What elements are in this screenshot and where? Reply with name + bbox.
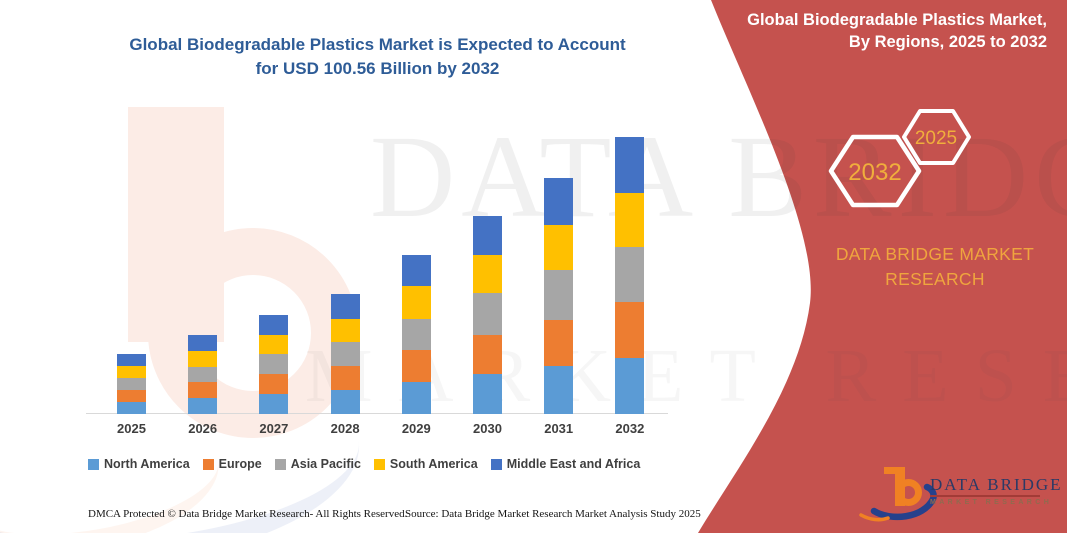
bar-segment-north-america-2028 bbox=[330, 389, 360, 414]
bar-segment-north-america-2031 bbox=[544, 366, 574, 414]
bar-segment-europe-2028 bbox=[330, 366, 360, 390]
legend-swatch-icon bbox=[274, 458, 286, 470]
bar-segment-middle-east-and-africa-2031 bbox=[544, 178, 574, 225]
logo-divider bbox=[930, 495, 1040, 497]
legend-swatch-icon bbox=[373, 458, 385, 470]
x-axis-line bbox=[86, 413, 668, 414]
bar-segment-asia-pacific-2026 bbox=[188, 366, 218, 383]
x-axis-label-2029: 2029 bbox=[401, 421, 431, 436]
x-axis-label-2032: 2032 bbox=[615, 421, 645, 436]
brand-text-line1: DATA BRIDGE MARKET bbox=[835, 244, 1035, 264]
hexagon-2032-outline bbox=[828, 134, 922, 208]
chart-title-line2: for USD 100.56 Billion by 2032 bbox=[255, 58, 500, 78]
chart-title-line1: Global Biodegradable Plastics Market is … bbox=[129, 35, 626, 54]
bar-segment-middle-east-and-africa-2025 bbox=[117, 354, 146, 367]
legend-swatch-icon bbox=[202, 458, 214, 470]
bar-segment-middle-east-and-africa-2030 bbox=[473, 216, 502, 255]
legend-label: North America bbox=[104, 457, 190, 471]
bar-segment-south-america-2028 bbox=[330, 318, 360, 342]
bar-segment-europe-2025 bbox=[117, 389, 146, 403]
hexagon-2032-label: 2032 bbox=[848, 159, 901, 186]
banner-title-line1: Global Biodegradable Plastics Market, bbox=[747, 11, 1047, 29]
bar-segment-europe-2030 bbox=[473, 334, 502, 374]
x-axis-label-2028: 2028 bbox=[330, 421, 360, 436]
legend-item-europe: Europe bbox=[202, 457, 262, 471]
brand-text-line2: RESEARCH bbox=[885, 268, 985, 289]
bar-segment-north-america-2029 bbox=[401, 382, 431, 414]
hexagon-2025-outline bbox=[902, 109, 971, 165]
x-axis-label-2026: 2026 bbox=[188, 421, 218, 436]
legend-swatch-icon bbox=[490, 458, 502, 470]
footer-copyright: DMCA Protected © Data Bridge Market Rese… bbox=[88, 508, 408, 520]
legend-item-middle-east-and-africa: Middle East and Africa bbox=[490, 457, 641, 471]
legend-item-asia-pacific: Asia Pacific bbox=[274, 457, 361, 471]
bar-segment-middle-east-and-africa-2032 bbox=[615, 137, 645, 194]
x-axis-label-2027: 2027 bbox=[259, 421, 289, 436]
chart-legend: North America Europe Asia Pacific South Ame… bbox=[88, 457, 640, 471]
bar-segment-asia-pacific-2027 bbox=[259, 354, 289, 374]
chart-title: Global Biodegradable Plastics Market is … bbox=[90, 33, 665, 81]
legend-label: Middle East and Africa bbox=[506, 457, 641, 471]
bar-segment-middle-east-and-africa-2029 bbox=[401, 255, 431, 286]
hexagon-2025-label: 2025 bbox=[915, 128, 957, 149]
bar-segment-north-america-2025 bbox=[117, 402, 146, 414]
banner-title: Global Biodegradable Plastics Market, By… bbox=[747, 9, 1047, 54]
legend-item-south-america: South America bbox=[373, 457, 478, 471]
bar-segment-south-america-2031 bbox=[544, 224, 574, 271]
footer-source: Source: Data Bridge Market Research Mark… bbox=[405, 508, 701, 520]
legend-label: Asia Pacific bbox=[290, 457, 361, 471]
logo-name: DATA BRIDGE bbox=[930, 475, 1063, 494]
bar-segment-south-america-2029 bbox=[401, 285, 431, 319]
legend-item-north-america: North America bbox=[88, 457, 190, 471]
logo-b-bowl bbox=[895, 479, 922, 506]
bar-segment-asia-pacific-2032 bbox=[615, 246, 645, 303]
bar-segment-south-america-2026 bbox=[188, 351, 218, 367]
x-axis-label-2031: 2031 bbox=[544, 421, 574, 436]
banner-title-line2: By Regions, 2025 to 2032 bbox=[848, 33, 1047, 52]
bar-segment-europe-2029 bbox=[401, 349, 431, 383]
bar-segment-asia-pacific-2030 bbox=[473, 293, 502, 335]
bar-segment-north-america-2026 bbox=[188, 397, 218, 414]
logo-swoosh-navy bbox=[870, 483, 937, 521]
bar-segment-middle-east-and-africa-2028 bbox=[330, 294, 360, 319]
bar-segment-asia-pacific-2029 bbox=[401, 318, 431, 350]
watermark-text-databridge: DATA BRIDGE bbox=[370, 111, 1067, 242]
bar-segment-middle-east-and-africa-2027 bbox=[259, 314, 289, 335]
bar-segment-south-america-2030 bbox=[473, 254, 502, 294]
legend-swatch-icon bbox=[88, 458, 99, 470]
brand-text: DATA BRIDGE MARKET RESEARCH bbox=[820, 242, 1050, 292]
bar-segment-middle-east-and-africa-2026 bbox=[188, 335, 218, 352]
x-axis-label-2030: 2030 bbox=[473, 421, 502, 436]
legend-label: South America bbox=[389, 457, 478, 471]
bar-segment-europe-2031 bbox=[544, 319, 574, 367]
x-axis-label-2025: 2025 bbox=[117, 421, 146, 436]
bar-segment-asia-pacific-2028 bbox=[330, 341, 360, 367]
logo-swoosh-orange bbox=[859, 513, 890, 522]
logo-subtitle: MARKET RESEARCH bbox=[930, 498, 1053, 506]
bar-segment-europe-2026 bbox=[188, 382, 218, 398]
bar-segment-north-america-2027 bbox=[259, 393, 289, 414]
legend-label: Europe bbox=[218, 457, 262, 471]
bar-segment-asia-pacific-2031 bbox=[544, 270, 574, 320]
bar-segment-south-america-2027 bbox=[259, 334, 289, 355]
bar-segment-north-america-2030 bbox=[473, 373, 502, 414]
red-panel-shape bbox=[698, 0, 1067, 533]
bar-segment-asia-pacific-2025 bbox=[117, 377, 146, 390]
databridge-logo-text: DATA BRIDGE MARKET RESEARCH bbox=[930, 476, 1063, 506]
bar-segment-europe-2032 bbox=[615, 302, 645, 359]
watermark-text-marketresearch: MARKET RESEARCH bbox=[305, 334, 1067, 418]
bar-segment-south-america-2032 bbox=[615, 193, 645, 247]
bar-segment-europe-2027 bbox=[259, 373, 289, 394]
bar-segment-north-america-2032 bbox=[615, 358, 645, 414]
bar-segment-south-america-2025 bbox=[117, 366, 146, 378]
